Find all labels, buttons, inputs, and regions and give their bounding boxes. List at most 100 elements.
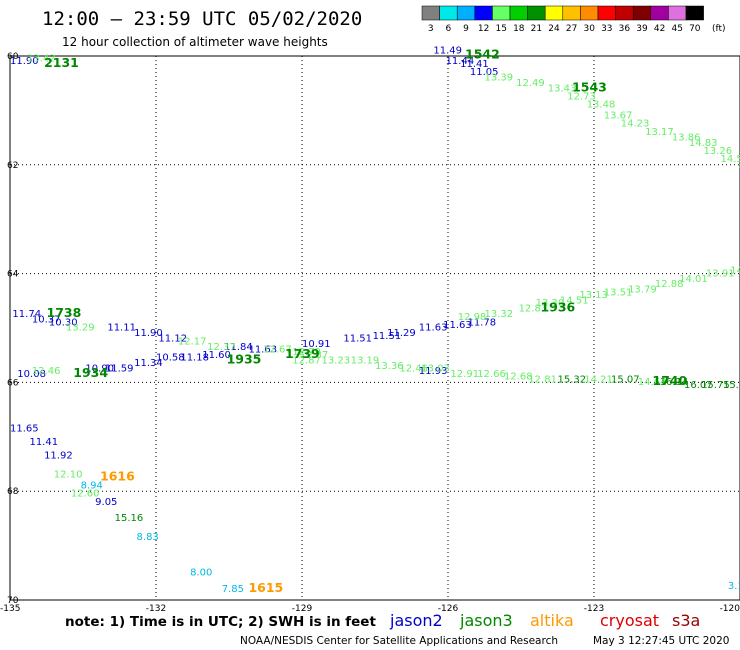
altika-value: 7.85 bbox=[222, 584, 244, 595]
jason2-value: 11.65 bbox=[10, 423, 39, 434]
colorbar-swatch bbox=[439, 5, 458, 21]
colorbar: 3 6 9 12 15 18 21 24 27 30 33 36 39 42 45 70 bbox=[421, 5, 704, 34]
jason3-value: 12.83 bbox=[519, 304, 548, 315]
jason3-value: 14.64 bbox=[638, 377, 667, 388]
chart-title: 12:00 – 23:59 UTC 05/02/2020 bbox=[42, 8, 362, 30]
time-label: 2131 bbox=[44, 55, 79, 70]
jason3-value: 14.23 bbox=[621, 119, 650, 130]
jason3-value: 15.32 bbox=[558, 374, 587, 385]
x-tick-label: -129 bbox=[292, 604, 313, 614]
jason2-value: 11.92 bbox=[44, 451, 73, 462]
jason3-value: 12.91 bbox=[450, 369, 479, 380]
jason3-value: 15.07 bbox=[611, 374, 640, 385]
jason3-value: 13.79 bbox=[628, 285, 657, 296]
jason3-value: 12.87 bbox=[292, 355, 321, 366]
colorbar-label: 21 bbox=[531, 24, 542, 34]
jason2-value: 11.59 bbox=[105, 364, 134, 375]
jason3-value: 13.51 bbox=[604, 287, 633, 298]
jason3-value: 13.26 bbox=[704, 146, 733, 157]
colorbar-label: 30 bbox=[583, 24, 595, 34]
footer-credit: NOAA/NESDIS Center for Satellite Applica… bbox=[240, 635, 558, 647]
jason3-value: 12.17 bbox=[178, 336, 207, 347]
jason3-value: 16.14 bbox=[660, 377, 689, 388]
jason2-value: 11.60 bbox=[202, 350, 231, 361]
time-label: 1738 bbox=[47, 305, 82, 320]
jason2-value: 11.63 bbox=[443, 320, 472, 331]
jason2-value: 10.90 bbox=[85, 364, 114, 375]
time-label: 1934 bbox=[73, 365, 108, 380]
colorbar-swatch bbox=[492, 5, 511, 21]
jason3-value: 12.66 bbox=[477, 369, 506, 380]
footer-timestamp: May 3 12:27:45 UTC 2020 bbox=[593, 635, 729, 647]
jason3-value: 14.52 bbox=[721, 154, 740, 165]
jason3-value: 15.16 bbox=[115, 513, 144, 524]
axis-ticks: -135 -132 -129 -126 -123 -120 60 62 64 66 68 70 bbox=[0, 52, 740, 614]
colorbar-swatch bbox=[544, 5, 564, 21]
y-tick-label: 60 bbox=[7, 52, 19, 62]
data-points: 11.9011.4911.4411.4111.0511.7410.3710.30… bbox=[10, 45, 740, 595]
jason3-value: 14.19 bbox=[738, 157, 740, 168]
colorbar-swatch bbox=[456, 5, 476, 21]
time-label: 1935 bbox=[227, 351, 262, 366]
jason2-value: 11.05 bbox=[470, 67, 499, 78]
y-tick-label: 62 bbox=[7, 161, 18, 171]
jason2-value: 9.05 bbox=[95, 497, 117, 508]
jason3-value: 13.91 bbox=[706, 268, 735, 279]
jason3-value: 12.88 bbox=[655, 279, 684, 290]
jason2-value: 11.34 bbox=[134, 358, 163, 369]
jason3-value: 12.87 bbox=[300, 350, 329, 361]
jason3-value: 13.43 bbox=[548, 83, 577, 94]
legend-jason2: jason2 bbox=[389, 611, 443, 630]
legend-jason3: jason3 bbox=[459, 611, 513, 630]
y-tick-label: 68 bbox=[7, 487, 19, 497]
jason3-value: 14.83 bbox=[689, 138, 718, 149]
jason2-value: 11.41 bbox=[460, 59, 489, 70]
colorbar-swatch bbox=[421, 5, 440, 21]
footer-note: note: 1) Time is in UTC; 2) SWH is in fe… bbox=[65, 614, 376, 630]
jason3-value: 13.48 bbox=[587, 100, 616, 111]
colorbar-unit: (ft) bbox=[712, 24, 726, 34]
colorbar-swatch bbox=[668, 5, 687, 21]
jason2-value: 10.91 bbox=[302, 339, 331, 350]
colorbar-label: 15 bbox=[495, 24, 506, 34]
jason3-value: 14.11 bbox=[738, 160, 740, 171]
jason2-value: 11.78 bbox=[467, 317, 496, 328]
altika-value: 8.94 bbox=[81, 480, 103, 491]
x-tick-label: -120 bbox=[720, 604, 740, 614]
jason3-value: 12.49 bbox=[516, 78, 545, 89]
colorbar-swatch bbox=[509, 5, 528, 21]
jason2-value: 11.93 bbox=[419, 366, 448, 377]
jason3-value: 13.30 bbox=[536, 298, 565, 309]
jason3-value: 12.60 bbox=[71, 489, 100, 500]
colorbar-label: 36 bbox=[619, 24, 631, 34]
colorbar-label: 3 bbox=[428, 24, 434, 34]
jason2-value: 11.63 bbox=[419, 323, 448, 334]
jason3-value: 12.67 bbox=[263, 344, 292, 355]
jason3-value: 14.21 bbox=[584, 374, 613, 385]
jason3-value: 15.75 bbox=[701, 380, 730, 391]
colorbar-label: 9 bbox=[463, 24, 469, 34]
colorbar-swatch bbox=[685, 5, 704, 21]
jason2-value: 11.49 bbox=[433, 45, 462, 56]
jason2-value: 10.37 bbox=[32, 315, 61, 326]
jason3-value: 14.47 bbox=[738, 266, 740, 277]
jason3-value: 12.10 bbox=[54, 470, 83, 481]
jason3-value: 12.73 bbox=[567, 92, 596, 103]
colorbar-label: 45 bbox=[671, 24, 682, 34]
colorbar-label: 39 bbox=[636, 24, 648, 34]
time-label: 1615 bbox=[248, 580, 283, 595]
colorbar-label: 18 bbox=[513, 24, 525, 34]
altika-value: 8.83 bbox=[137, 532, 159, 543]
jason3-value: 12.81 bbox=[528, 374, 557, 385]
jason3-value: 12.98 bbox=[458, 312, 487, 323]
x-tick-label: -135 bbox=[0, 604, 20, 614]
colorbar-swatch bbox=[650, 5, 669, 21]
colorbar-swatch bbox=[615, 5, 634, 21]
time-label: 1543 bbox=[572, 79, 607, 94]
colorbar-label: 12 bbox=[478, 24, 489, 34]
x-tick-label: -126 bbox=[438, 604, 459, 614]
altika-value: 3.1 bbox=[728, 581, 740, 592]
colorbar-swatch bbox=[474, 5, 493, 21]
plot-frame bbox=[9, 55, 740, 601]
